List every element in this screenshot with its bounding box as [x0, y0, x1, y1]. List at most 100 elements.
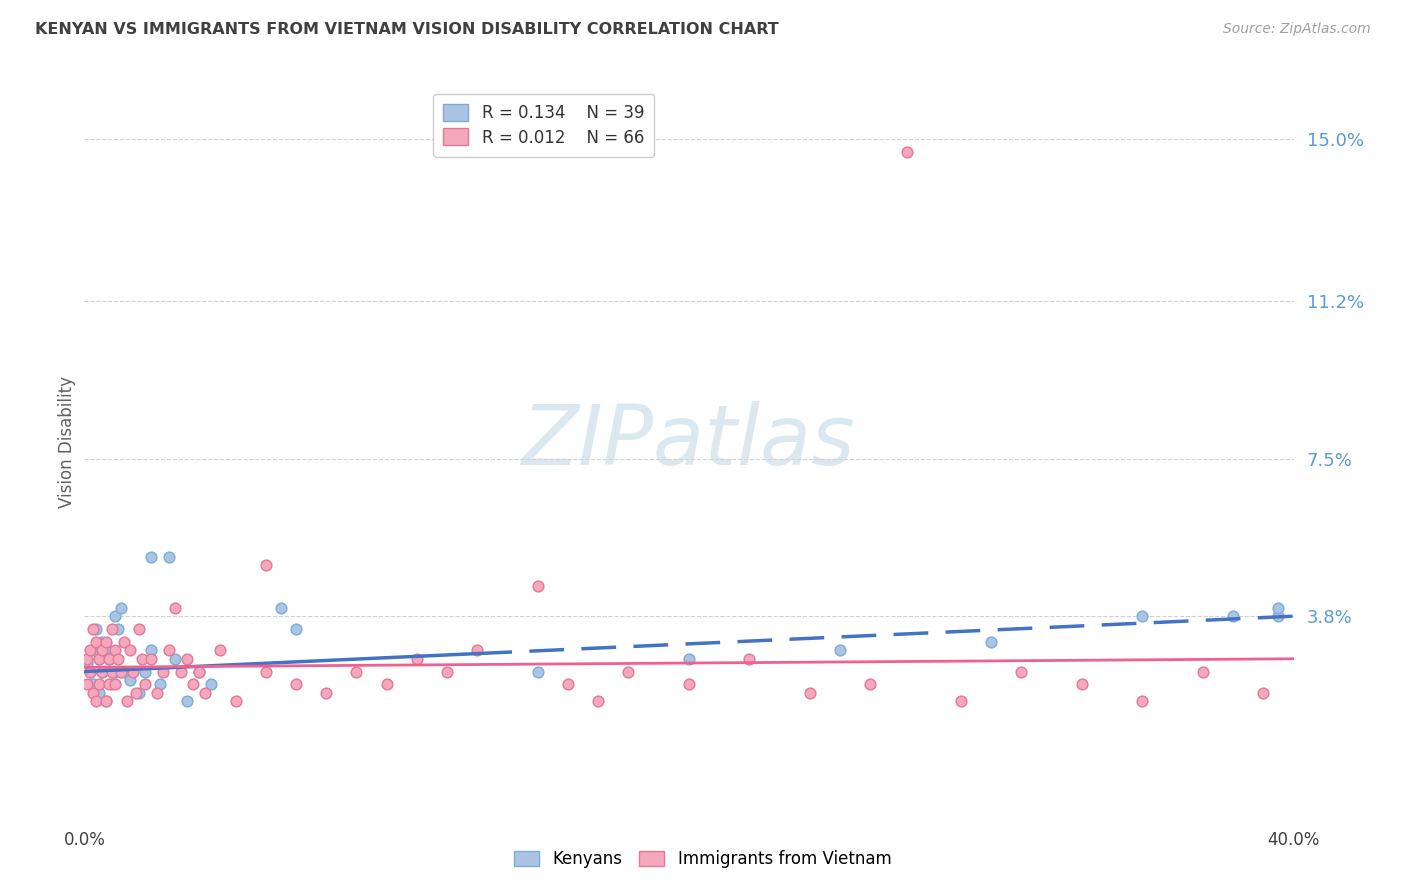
Point — [104, 609, 127, 624]
Point — [76, 652, 98, 666]
Point — [950, 694, 973, 708]
Point — [94, 694, 117, 708]
Point — [557, 677, 579, 691]
Point — [139, 549, 162, 564]
Point — [285, 622, 308, 636]
Point — [97, 652, 120, 666]
Point — [896, 145, 918, 159]
Point — [86, 694, 108, 708]
Point — [82, 686, 104, 700]
Point — [1222, 609, 1244, 624]
Point — [200, 677, 222, 691]
Point — [110, 600, 132, 615]
Point — [89, 686, 111, 700]
Text: Source: ZipAtlas.com: Source: ZipAtlas.com — [1223, 22, 1371, 37]
Point — [830, 643, 852, 657]
Point — [176, 694, 198, 708]
Point — [131, 652, 153, 666]
Point — [100, 622, 122, 636]
Point — [1130, 694, 1153, 708]
Point — [194, 686, 217, 700]
Point — [79, 643, 101, 657]
Point — [859, 677, 882, 691]
Point — [152, 665, 174, 679]
Point — [94, 694, 117, 708]
Y-axis label: Vision Disability: Vision Disability — [58, 376, 76, 508]
Point — [97, 652, 120, 666]
Point — [104, 643, 127, 657]
Point — [799, 686, 821, 700]
Point — [112, 665, 135, 679]
Point — [94, 634, 117, 648]
Point — [176, 652, 198, 666]
Point — [980, 634, 1002, 648]
Point — [346, 665, 368, 679]
Point — [188, 665, 211, 679]
Point — [100, 665, 122, 679]
Point — [527, 579, 550, 593]
Point — [375, 677, 398, 691]
Point — [91, 643, 114, 657]
Point — [165, 600, 187, 615]
Point — [315, 686, 337, 700]
Point — [82, 622, 104, 636]
Point — [86, 634, 108, 648]
Point — [157, 549, 180, 564]
Point — [617, 665, 640, 679]
Point — [1192, 665, 1215, 679]
Point — [181, 677, 204, 691]
Point — [588, 694, 610, 708]
Text: KENYAN VS IMMIGRANTS FROM VIETNAM VISION DISABILITY CORRELATION CHART: KENYAN VS IMMIGRANTS FROM VIETNAM VISION… — [35, 22, 779, 37]
Point — [254, 558, 277, 572]
Text: ZIPatlas: ZIPatlas — [522, 401, 856, 482]
Point — [188, 665, 211, 679]
Legend: Kenyans, Immigrants from Vietnam: Kenyans, Immigrants from Vietnam — [508, 844, 898, 875]
Point — [406, 652, 429, 666]
Point — [678, 652, 700, 666]
Legend: R = 0.134    N = 39, R = 0.012    N = 66: R = 0.134 N = 39, R = 0.012 N = 66 — [433, 94, 654, 156]
Point — [1071, 677, 1094, 691]
Point — [128, 686, 150, 700]
Point — [104, 677, 127, 691]
Point — [76, 656, 98, 670]
Point — [79, 665, 101, 679]
Point — [118, 643, 141, 657]
Point — [165, 652, 187, 666]
Point — [134, 677, 156, 691]
Point — [170, 665, 193, 679]
Point — [76, 677, 98, 691]
Point — [79, 665, 101, 679]
Point — [118, 673, 141, 687]
Point — [94, 643, 117, 657]
Point — [91, 665, 114, 679]
Point — [134, 665, 156, 679]
Point — [115, 694, 138, 708]
Point — [467, 643, 489, 657]
Point — [91, 665, 114, 679]
Point — [86, 622, 108, 636]
Point — [97, 677, 120, 691]
Point — [527, 665, 550, 679]
Point — [89, 652, 111, 666]
Point — [225, 694, 247, 708]
Point — [436, 665, 458, 679]
Point — [1130, 609, 1153, 624]
Point — [104, 665, 127, 679]
Point — [89, 652, 111, 666]
Point — [149, 677, 172, 691]
Point — [121, 665, 143, 679]
Point — [125, 686, 148, 700]
Point — [209, 643, 232, 657]
Point — [89, 677, 111, 691]
Point — [110, 665, 132, 679]
Point — [146, 686, 169, 700]
Point — [157, 643, 180, 657]
Point — [100, 677, 122, 691]
Point — [82, 677, 104, 691]
Point — [270, 600, 292, 615]
Point — [254, 665, 277, 679]
Point — [139, 652, 162, 666]
Point — [107, 622, 129, 636]
Point — [738, 652, 761, 666]
Point — [1267, 609, 1289, 624]
